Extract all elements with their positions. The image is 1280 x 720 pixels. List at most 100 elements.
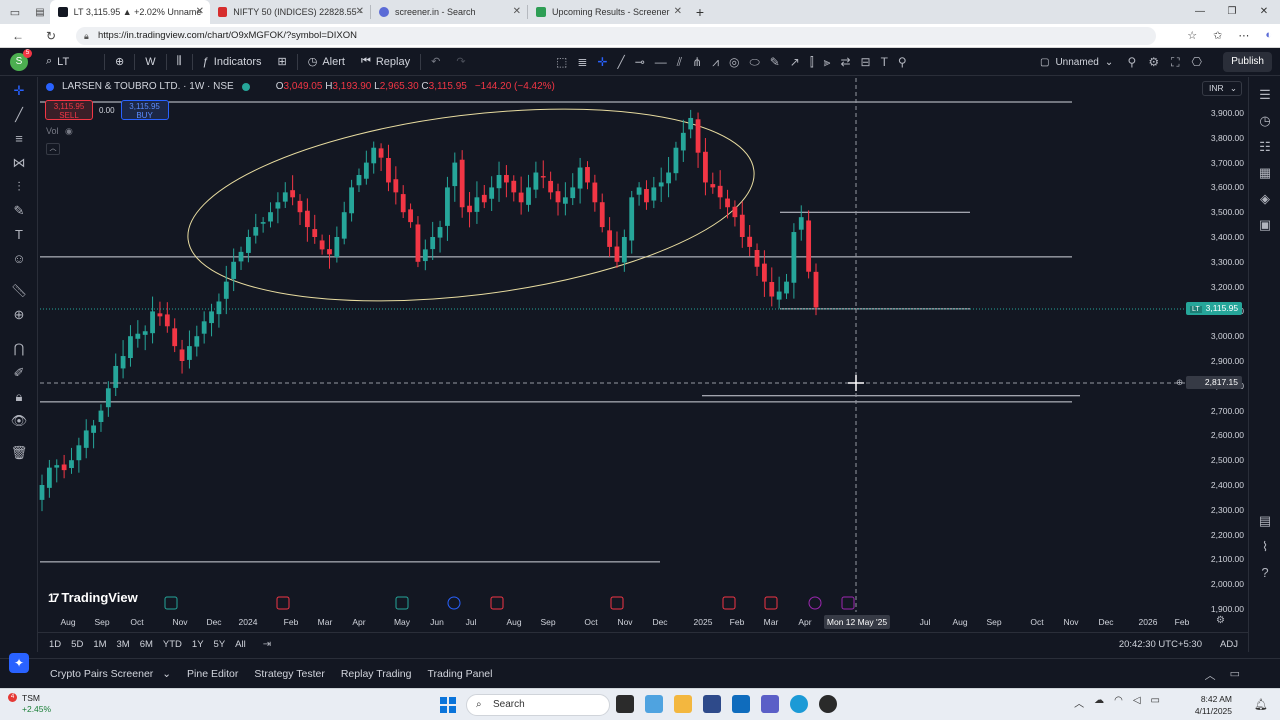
timeframe-5d[interactable]: 5D — [71, 639, 84, 650]
timeframe-1y[interactable]: 1Y — [191, 639, 204, 650]
menu-dots-icon[interactable]: ⋯ — [1238, 30, 1250, 42]
select-rect-icon[interactable]: ⬚ — [556, 55, 568, 69]
event-marker-icon[interactable] — [276, 596, 290, 610]
browser-tab-3[interactable]: screener.in - Search ✕ — [371, 0, 527, 24]
tab-crypto-pairs-screener[interactable]: Crypto Pairs Screener ⌄ — [42, 668, 179, 680]
zoom-icon[interactable]: ⊕ — [13, 307, 25, 322]
close-tab-icon[interactable]: ✕ — [355, 6, 364, 17]
adjustment-toggle[interactable]: ADJ — [1220, 639, 1238, 650]
favorites-star-button[interactable]: ✦ — [9, 653, 29, 673]
url-field[interactable]: 🔒︎ https://in.tradingview.com/chart/O9xM… — [76, 27, 1156, 45]
edge-app-icon[interactable] — [790, 695, 808, 713]
undo-button[interactable]: ↶ — [423, 55, 448, 68]
alerts-clock-icon[interactable]: ◷ — [1259, 113, 1271, 128]
copilot-app-icon[interactable] — [645, 695, 663, 713]
tab-replay-trading[interactable]: Replay Trading — [340, 667, 412, 680]
tab-list-icon[interactable]: ▤ — [35, 6, 45, 18]
favorites-icon[interactable]: ✩ — [1213, 30, 1223, 42]
long-position-icon[interactable]: ⫿ — [809, 54, 814, 69]
calendar-icon[interactable]: ▦ — [1258, 165, 1272, 180]
timeframe-ytd[interactable]: YTD — [162, 639, 182, 650]
folder-app-icon[interactable] — [674, 695, 692, 713]
close-tab-icon[interactable]: ✕ — [512, 6, 521, 17]
indicators-button[interactable]: ƒ Indicators — [195, 56, 270, 68]
expand-panel-icon[interactable]: ︿ — [1204, 670, 1216, 682]
tradingview-logo[interactable]: 17 TradingView — [48, 590, 138, 605]
alert-button[interactable]: ◷ Alert — [300, 55, 353, 69]
brush-icon[interactable]: ✎ — [769, 55, 780, 69]
symbol-title[interactable]: LARSEN & TOUBRO LTD. · 1W · NSE — [62, 81, 234, 92]
brush-tool-icon[interactable]: ✎ — [13, 203, 25, 218]
text-tool-icon[interactable]: T — [880, 55, 888, 69]
pine-icon[interactable]: ⌇ — [1261, 539, 1269, 554]
outlook-app-icon[interactable] — [732, 695, 750, 713]
event-marker-icon[interactable] — [808, 596, 822, 610]
templates-button[interactable]: ⊞ — [270, 55, 295, 68]
restore-icon[interactable]: ❐ — [1227, 6, 1237, 17]
tab-pine-editor[interactable]: Pine Editor — [187, 667, 239, 680]
notifications-bell-icon[interactable]: 🔔︎ — [1254, 699, 1268, 711]
event-marker-icon[interactable] — [610, 596, 624, 610]
eye-icon[interactable]: ◉ — [65, 126, 73, 136]
volume-icon[interactable]: ◁ — [1132, 695, 1141, 706]
magnet-icon[interactable]: ⋂ — [13, 341, 25, 356]
stay-drawing-icon[interactable]: ✐ — [13, 365, 25, 380]
timeframe-1d[interactable]: 1D — [49, 639, 62, 650]
pattern-icon[interactable]: ⊟ — [860, 55, 871, 69]
event-marker-icon[interactable] — [164, 596, 178, 610]
cloud-icon[interactable]: ☁ — [1094, 695, 1105, 706]
zigzag-icon[interactable]: ⩘ — [712, 54, 719, 69]
taskbar-search[interactable]: ⌕ Search — [466, 694, 610, 716]
stock-widget[interactable]: 4 TSM +2.45% — [8, 693, 51, 715]
file-explorer-app-icon[interactable] — [616, 695, 634, 713]
path-icon[interactable]: ⇄ — [840, 55, 851, 69]
ruler-icon[interactable]: 📏︎ — [10, 283, 28, 298]
tab-strategy-tester[interactable]: Strategy Tester — [254, 667, 325, 680]
ellipse-tool-icon[interactable]: ⬭ — [749, 54, 760, 69]
new-tab-button[interactable]: + — [695, 4, 705, 20]
chart-type-button[interactable]: ⫼ — [169, 55, 190, 68]
ideas-icon[interactable]: ▣ — [1258, 217, 1272, 232]
hotlist-icon[interactable]: ▤ — [1258, 513, 1272, 528]
tab-trading-panel[interactable]: Trading Panel — [427, 667, 493, 680]
minimize-icon[interactable]: — — [1195, 6, 1205, 17]
pattern-tool-icon[interactable]: ⋈ — [12, 155, 26, 170]
maximize-panel-icon[interactable]: ▭ — [1229, 668, 1240, 680]
timeframe-6m[interactable]: 6M — [139, 639, 153, 650]
emoji-icon[interactable]: ☺ — [12, 251, 26, 266]
battery-icon[interactable]: ▭ — [1150, 695, 1160, 706]
fib-icon[interactable]: ≣ — [577, 55, 588, 69]
browser-tab-2[interactable]: NIFTY 50 (INDICES) 22828.55 - Ki ✕ — [210, 0, 370, 24]
event-marker-icon[interactable] — [841, 596, 855, 610]
start-windows-icon[interactable] — [440, 697, 456, 713]
watchlist-icon[interactable]: ☰ — [1259, 87, 1271, 102]
timeframe-3m[interactable]: 3M — [116, 639, 130, 650]
timeframe-5y[interactable]: 5Y — [213, 639, 226, 650]
compare-button[interactable]: ⊕ — [107, 55, 132, 68]
text-tool-icon[interactable]: T — [15, 227, 23, 242]
close-tab-icon[interactable]: ✕ — [195, 6, 204, 17]
currency-selector[interactable]: INR ⌄ — [1202, 81, 1242, 96]
sidebar-toggle-icon[interactable]: ▭ — [9, 6, 21, 19]
hide-drawings-icon[interactable]: 👁︎ — [10, 413, 28, 428]
copilot-icon[interactable]: ◐ — [1265, 29, 1272, 41]
trend-line-icon[interactable]: ╱ — [617, 55, 625, 69]
browser-tab-1[interactable]: LT 3,115.95 ▲ +2.02% Unnamed ✕ — [50, 0, 210, 24]
close-tab-icon[interactable]: ✕ — [673, 6, 682, 17]
volume-indicator-label[interactable]: Vol ◉ — [46, 126, 73, 137]
trend-line-tool-icon[interactable]: ╱ — [15, 107, 23, 122]
timeframe-1m[interactable]: 1M — [93, 639, 107, 650]
trash-icon[interactable]: 🗑︎ — [10, 445, 28, 460]
back-icon[interactable]: ← — [12, 29, 24, 43]
collapse-legend-button[interactable]: ︿ — [46, 143, 60, 155]
consolidation-ellipse[interactable] — [177, 81, 765, 329]
teams-app-icon[interactable] — [761, 695, 779, 713]
chart-clock[interactable]: 20:42:30 UTC+5:30 — [1118, 639, 1202, 650]
sell-button[interactable]: 3,115.95 SELL — [45, 100, 93, 120]
publish-button[interactable]: Publish — [1223, 52, 1272, 72]
horizontal-line-icon[interactable]: — — [654, 55, 667, 69]
event-marker-icon[interactable] — [722, 596, 736, 610]
chat-icon[interactable]: ☷ — [1259, 139, 1271, 154]
timeframe-all[interactable]: All — [235, 639, 246, 650]
